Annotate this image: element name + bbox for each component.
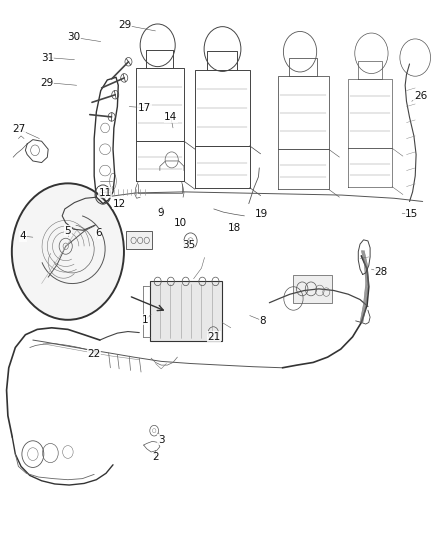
Text: 8: 8 [259,316,266,326]
Text: 9: 9 [158,208,165,218]
Text: 11: 11 [99,188,112,198]
Text: 19: 19 [255,209,268,219]
Text: 29: 29 [41,78,54,87]
FancyBboxPatch shape [126,231,152,249]
Text: 22: 22 [88,350,101,359]
Text: 28: 28 [374,267,388,277]
Text: 29: 29 [118,20,131,30]
Text: 1: 1 [142,315,149,325]
Text: 27: 27 [12,124,25,134]
Text: 35: 35 [182,240,195,250]
Text: 31: 31 [41,53,54,62]
Text: 6: 6 [95,229,102,238]
Text: 3: 3 [158,435,165,445]
Text: 5: 5 [64,226,71,236]
Text: 21: 21 [207,332,220,342]
Text: 15: 15 [405,209,418,219]
Text: 4: 4 [19,231,26,241]
Text: 2: 2 [152,453,159,462]
Bar [150,281,222,341]
Text: 12: 12 [113,199,126,208]
Circle shape [12,183,124,320]
Bar [293,275,332,303]
Text: 30: 30 [67,33,80,42]
Text: 18: 18 [228,223,241,233]
Text: 26: 26 [414,91,427,101]
Text: 10: 10 [174,218,187,228]
Text: 14: 14 [164,112,177,122]
Text: 17: 17 [138,103,151,112]
